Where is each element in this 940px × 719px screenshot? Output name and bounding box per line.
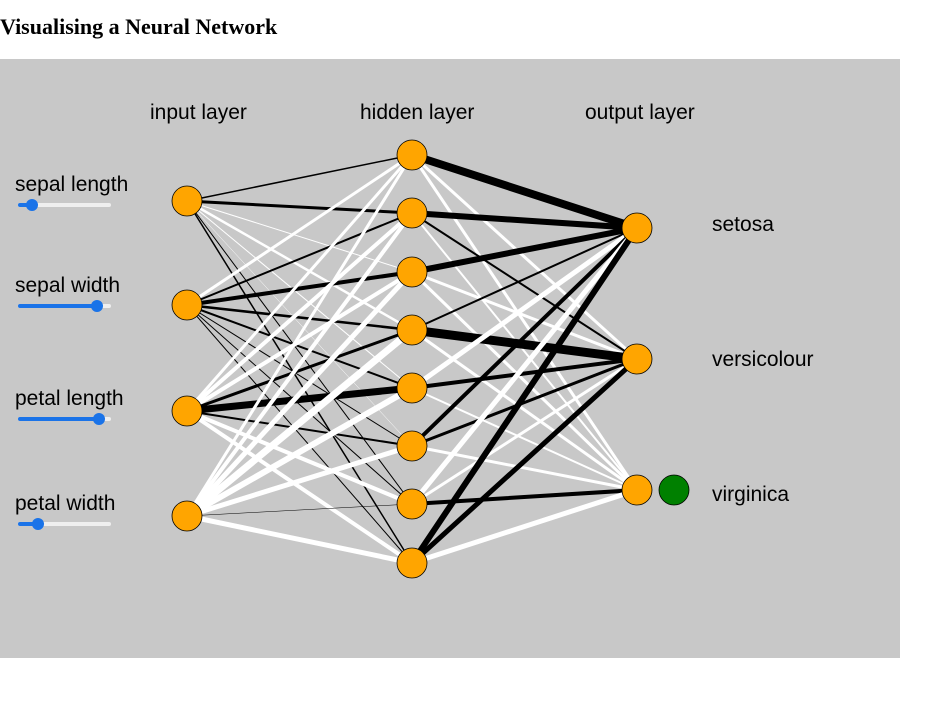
weight-hidden-5-output-1 [410, 357, 639, 448]
weight-hidden-4-output-1 [410, 357, 639, 390]
weight-hidden-0-output-2 [410, 153, 639, 492]
weight-input-3-hidden-6 [186, 503, 413, 517]
weight-hidden-4-output-0 [409, 225, 640, 391]
weight-input-0-hidden-3 [185, 199, 414, 332]
hidden-node-1 [396, 197, 428, 229]
weight-hidden-3-output-0 [411, 227, 638, 331]
neurons [171, 139, 653, 579]
weight-input-2-hidden-5 [186, 410, 413, 447]
input-node-2 [171, 395, 203, 427]
weight-input-3-hidden-0 [185, 153, 414, 518]
slider-thumb[interactable] [91, 300, 104, 312]
output-node-2 [621, 474, 653, 506]
weight-hidden-7-output-2 [409, 487, 640, 566]
feature-petal-length: petal length [15, 388, 155, 426]
weight-hidden-5-output-0 [410, 226, 639, 448]
weight-hidden-1-output-1 [411, 212, 638, 360]
weight-input-1-hidden-7 [186, 304, 413, 564]
hidden-node-4 [396, 372, 428, 404]
weight-hidden-6-output-0 [409, 225, 640, 507]
petal-width-slider[interactable] [18, 517, 111, 531]
prediction-indicator [658, 474, 690, 506]
weight-input-2-hidden-3 [185, 328, 414, 413]
feature-sepal-width: sepal width [15, 275, 155, 313]
feature-petal-width: petal width [15, 493, 155, 531]
hidden-node-2 [396, 256, 428, 288]
weight-input-0-hidden-5 [186, 200, 413, 447]
hidden-node-3 [396, 314, 428, 346]
feature-label: sepal width [15, 274, 121, 297]
weight-input-3-hidden-5 [184, 443, 415, 519]
output-layer-label: output layer [585, 101, 695, 124]
weight-input-1-hidden-5 [186, 304, 413, 447]
weight-hidden-3-output-2 [410, 328, 639, 492]
weight-input-3-hidden-4 [184, 385, 415, 519]
weight-input-3-hidden-2 [184, 269, 415, 519]
hidden-node-0 [396, 139, 428, 171]
weight-input-1-hidden-0 [185, 153, 414, 307]
input-layer-label: input layer [150, 101, 247, 124]
weight-hidden-0-output-1 [410, 153, 639, 361]
weight-hidden-2-output-2 [410, 270, 639, 492]
weight-input-1-hidden-3 [185, 303, 414, 332]
weight-input-3-hidden-1 [185, 211, 414, 518]
weight-hidden-7-output-1 [409, 356, 640, 566]
weight-hidden-6-output-2 [410, 488, 639, 506]
output-node-0 [621, 212, 653, 244]
hidden-node-7 [396, 547, 428, 579]
feature-label: petal length [15, 387, 124, 410]
weight-input-3-hidden-3 [183, 326, 416, 520]
weight-input-2-hidden-1 [185, 211, 414, 413]
weight-hidden-7-output-0 [409, 225, 640, 566]
output-label-versicolour: versicolour [712, 348, 814, 371]
weight-input-0-hidden-0 [186, 154, 413, 202]
page-title: Visualising a Neural Network [0, 14, 278, 39]
input-node-1 [171, 289, 203, 321]
input-node-0 [171, 185, 203, 217]
weight-hidden-6-output-1 [410, 357, 639, 506]
slider-thumb[interactable] [92, 413, 105, 425]
network-diagram: input layer hidden layer output layer se… [150, 101, 814, 579]
petal-length-slider[interactable] [18, 412, 111, 426]
weight-hidden-4-output-2 [411, 387, 638, 491]
weight-input-2-hidden-0 [185, 153, 414, 413]
weight-input-1-hidden-4 [186, 304, 413, 389]
output-node-1 [621, 343, 653, 375]
sepal-width-slider[interactable] [18, 299, 111, 313]
hidden-node-6 [396, 488, 428, 520]
output-label-setosa: setosa [712, 213, 774, 236]
feature-label: petal width [15, 492, 116, 515]
weight-hidden-0-output-0 [408, 151, 641, 232]
weight-input-0-hidden-1 [185, 199, 414, 215]
connections [183, 151, 642, 566]
hidden-node-5 [396, 430, 428, 462]
slider-thumb[interactable] [32, 518, 45, 530]
weight-input-0-hidden-6 [186, 200, 413, 505]
weight-input-0-hidden-7 [186, 200, 413, 564]
weight-input-1-hidden-6 [186, 304, 413, 505]
sepal-length-slider[interactable] [18, 198, 111, 212]
slider-thumb[interactable] [25, 199, 38, 211]
weight-input-1-hidden-1 [186, 212, 413, 306]
weight-hidden-1-output-2 [411, 212, 638, 491]
weight-input-2-hidden-2 [185, 270, 414, 413]
weight-input-1-hidden-2 [185, 270, 414, 307]
weight-hidden-5-output-2 [410, 444, 639, 492]
weight-hidden-2-output-0 [409, 225, 640, 275]
weight-input-2-hidden-7 [185, 409, 414, 565]
weight-hidden-3-output-1 [407, 325, 642, 364]
feature-label: sepal length [15, 173, 129, 196]
hidden-layer-label: hidden layer [360, 101, 474, 124]
weight-input-3-hidden-7 [184, 513, 415, 566]
feature-sepal-length: sepal length [15, 174, 155, 212]
weight-input-2-hidden-6 [185, 409, 414, 506]
weight-input-2-hidden-4 [183, 384, 416, 415]
output-label-virginica: virginica [712, 483, 789, 506]
input-node-3 [171, 500, 203, 532]
weight-hidden-1-output-0 [409, 210, 640, 231]
network-panel: input layer hidden layer output layer se… [0, 59, 900, 658]
weight-hidden-2-output-1 [410, 270, 639, 361]
